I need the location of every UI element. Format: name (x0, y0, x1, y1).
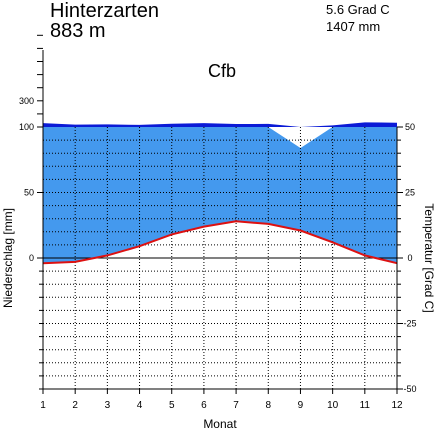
x-tick-label: 2 (72, 400, 78, 411)
station-elevation: 883 m (50, 20, 106, 42)
right-tick-label: 0 (407, 253, 412, 263)
left-axis-label: Niederschlag [mm] (1, 208, 15, 308)
x-tick-label: 8 (265, 400, 271, 411)
left-tick-label: 100 (19, 122, 34, 132)
x-tick-label: 7 (233, 400, 239, 411)
precipitation-area (43, 127, 397, 264)
mean-temperature: 5.6 Grad C (326, 2, 390, 17)
x-tick-label: 1 (40, 400, 46, 411)
left-tick-label: 0 (29, 253, 34, 263)
right-tick-label: 25 (405, 188, 415, 198)
right-axis-label: Temperatur [Grad C] (422, 203, 436, 312)
left-tick-label: 50 (24, 188, 34, 198)
x-tick-label: 3 (105, 400, 111, 411)
right-tick-label: -50 (403, 384, 416, 394)
right-tick-label: 50 (405, 122, 415, 132)
x-axis-label: Monat (203, 417, 237, 430)
x-tick-label: 6 (201, 400, 207, 411)
x-tick-label: 9 (298, 400, 304, 411)
precipitation-excess-area (43, 122, 397, 127)
right-tick-label: -25 (403, 319, 416, 329)
x-tick-label: 4 (137, 400, 143, 411)
climate-class: Cfb (208, 61, 236, 81)
x-tick-label: 11 (360, 400, 371, 411)
x-tick-label: 10 (327, 400, 339, 411)
temperature-line (42, 220, 398, 265)
x-tick-label: 12 (391, 400, 403, 411)
left-tick-label: 300 (19, 96, 34, 106)
station-name: Hinterzarten (50, 0, 159, 22)
x-tick-label: 5 (169, 400, 175, 411)
annual-precipitation: 1407 mm (326, 19, 381, 34)
